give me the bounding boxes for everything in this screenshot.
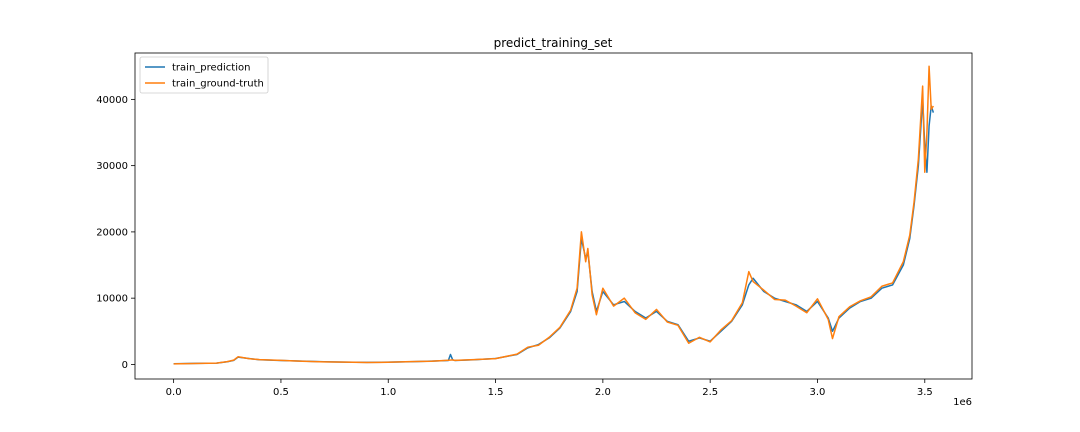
- chart-title: predict_training_set: [494, 36, 613, 50]
- y-tick-label: 10000: [96, 294, 128, 305]
- legend-label-train_prediction: train_prediction: [172, 63, 250, 74]
- legend-label-train_ground-truth: train_ground-truth: [172, 79, 264, 90]
- legend-box: [139, 56, 269, 94]
- x-tick-label: 0.0: [166, 387, 182, 398]
- plot-frame: [134, 52, 973, 380]
- x-tick-label: 1.0: [380, 387, 396, 398]
- y-tick-label: 30000: [96, 161, 128, 172]
- y-tick-label: 0: [122, 360, 128, 371]
- x-tick-label: 2.0: [595, 387, 611, 398]
- legend: train_prediction train_ground-truth: [139, 56, 269, 94]
- series-layer: [173, 65, 935, 365]
- axes-layer: 0.0 0.5 1.0 1.5 2.0 2.5 3.0 3.5 0 10000 20000 30000…: [96, 52, 973, 398]
- x-tick-label: 3.0: [810, 387, 826, 398]
- x-offset-label: 1e6: [953, 397, 972, 408]
- x-tick-label: 2.5: [702, 387, 718, 398]
- y-tick-label: 40000: [96, 95, 128, 106]
- series-line-train_ground-truth: [173, 65, 934, 365]
- x-tick-label: 0.5: [273, 387, 289, 398]
- x-tick-label: 1.5: [488, 387, 504, 398]
- x-tick-label: 3.5: [917, 387, 933, 398]
- y-tick-label: 20000: [96, 227, 128, 238]
